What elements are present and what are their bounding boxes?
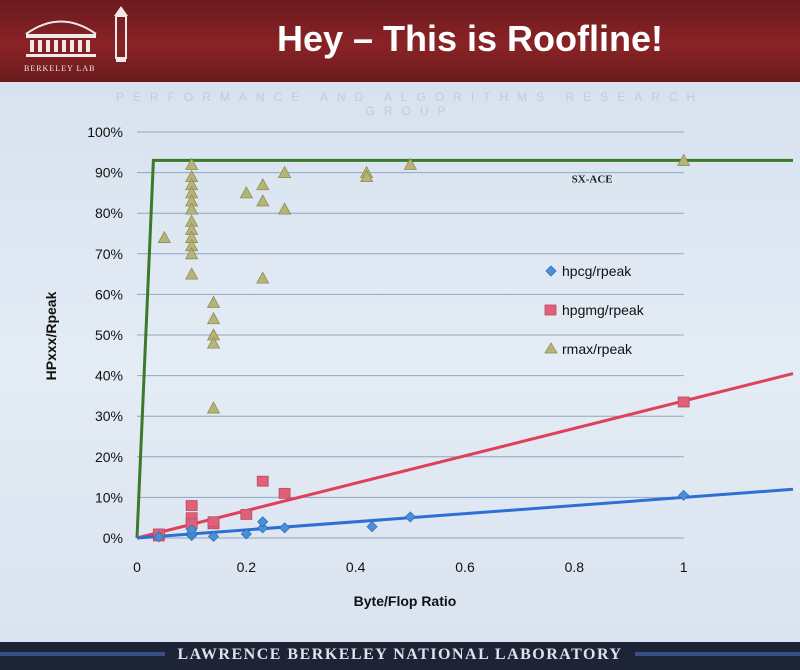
- legend: hpcg/rpeak hpgmg/rpeak rmax/rpeak: [544, 263, 645, 357]
- point-hpgmg: [677, 396, 690, 408]
- legend-marker-hpcg: [545, 265, 557, 277]
- y-tick-label: 60%: [95, 286, 123, 302]
- point-hpcg: [279, 522, 291, 534]
- point-rmax: [157, 230, 172, 243]
- point-rmax: [676, 153, 691, 166]
- y-tick-label: 50%: [95, 327, 123, 343]
- x-tick-label: 1: [680, 559, 688, 575]
- point-rmax: [403, 157, 418, 170]
- point-rmax: [206, 295, 221, 308]
- point-rmax: [256, 271, 270, 284]
- point-rmax: [256, 177, 270, 191]
- point-rmax: [184, 202, 199, 215]
- y-axis-label: HPxxx/Rpeak: [43, 291, 59, 380]
- legend-marker-hpgmg: [544, 304, 557, 316]
- legend-item-rmax: rmax/rpeak: [544, 341, 633, 357]
- grid-layer: [137, 131, 684, 539]
- x-tick-label: 0.8: [565, 559, 585, 575]
- logo-text: BERKELEY LAB: [24, 64, 96, 73]
- point-rmax: [206, 336, 221, 349]
- legend-label-hpgmg: hpgmg/rpeak: [562, 302, 645, 318]
- y-tick-label: 0%: [103, 530, 123, 546]
- y-tick-label: 100%: [87, 124, 123, 140]
- point-hpcg: [678, 489, 690, 501]
- berkeley-lab-logo: [16, 4, 142, 78]
- x-axis-label: Byte/Flop Ratio: [354, 593, 457, 609]
- point-rmax: [277, 165, 292, 178]
- point-hpcg: [257, 516, 269, 528]
- annotation-sx-ace: SX-ACE: [572, 173, 613, 185]
- y-tick-label: 10%: [95, 489, 123, 505]
- legend-item-hpgmg: hpgmg/rpeak: [544, 302, 645, 318]
- point-hpgmg: [207, 516, 220, 528]
- point-hpcg: [404, 511, 416, 523]
- point-hpgmg: [240, 509, 253, 520]
- point-hpcg: [366, 521, 378, 533]
- roofline-chart: 0% 10% 20% 30% 40% 50% 60% 70% 80% 90% 100% 0 0.2 0.4…: [43, 124, 794, 609]
- y-tick-label: 80%: [95, 205, 123, 221]
- slide-content: [0, 82, 800, 642]
- point-hpgmg: [278, 487, 291, 499]
- point-rmax: [239, 186, 254, 199]
- point-rmax: [359, 169, 374, 183]
- point-hpcg: [186, 524, 198, 536]
- slide-title: Hey – This is Roofline!: [276, 18, 664, 59]
- x-tick-label: 0: [133, 559, 141, 575]
- point-rmax: [184, 157, 199, 170]
- header-bar: [0, 0, 800, 82]
- legend-label-rmax: rmax/rpeak: [562, 341, 633, 357]
- point-hpcg: [257, 522, 269, 534]
- point-rmax: [184, 267, 199, 280]
- point-rmax: [256, 194, 270, 207]
- point-rmax: [277, 202, 292, 215]
- y-tick-label: 40%: [95, 368, 123, 384]
- y-tick-label: 70%: [95, 246, 123, 262]
- point-hpcg: [240, 528, 252, 540]
- point-hpcg: [207, 530, 220, 542]
- y-tick-label: 30%: [95, 408, 123, 424]
- point-rmax: [184, 246, 199, 260]
- point-hpcg: [153, 531, 165, 543]
- y-tick-label: 20%: [95, 449, 123, 465]
- lines-layer: [135, 158, 794, 540]
- point-hpgmg: [256, 475, 269, 487]
- legend-marker-rmax: [544, 342, 558, 354]
- x-tick-label: 0.2: [237, 559, 257, 575]
- y-tick-label: 90%: [95, 165, 123, 181]
- ticks-layer: 0% 10% 20% 30% 40% 50% 60% 70% 80% 90% 100% 0 0.2 0.4…: [87, 124, 688, 575]
- subheader: PERFORMANCE AND ALGORITHMS RESEARCH GROU…: [115, 90, 705, 118]
- x-tick-label: 0.4: [346, 559, 366, 575]
- point-hpgmg: [185, 500, 198, 511]
- legend-item-hpcg: hpcg/rpeak: [545, 263, 632, 279]
- footer-text: LAWRENCE BERKELEY NATIONAL LABORATORY: [165, 646, 635, 664]
- line-roof: [135, 158, 793, 539]
- x-tick-label: 0.6: [455, 559, 475, 575]
- point-rmax: [206, 401, 221, 414]
- legend-label-hpcg: hpcg/rpeak: [562, 263, 632, 279]
- points-layer: [152, 153, 691, 543]
- point-rmax: [206, 311, 221, 325]
